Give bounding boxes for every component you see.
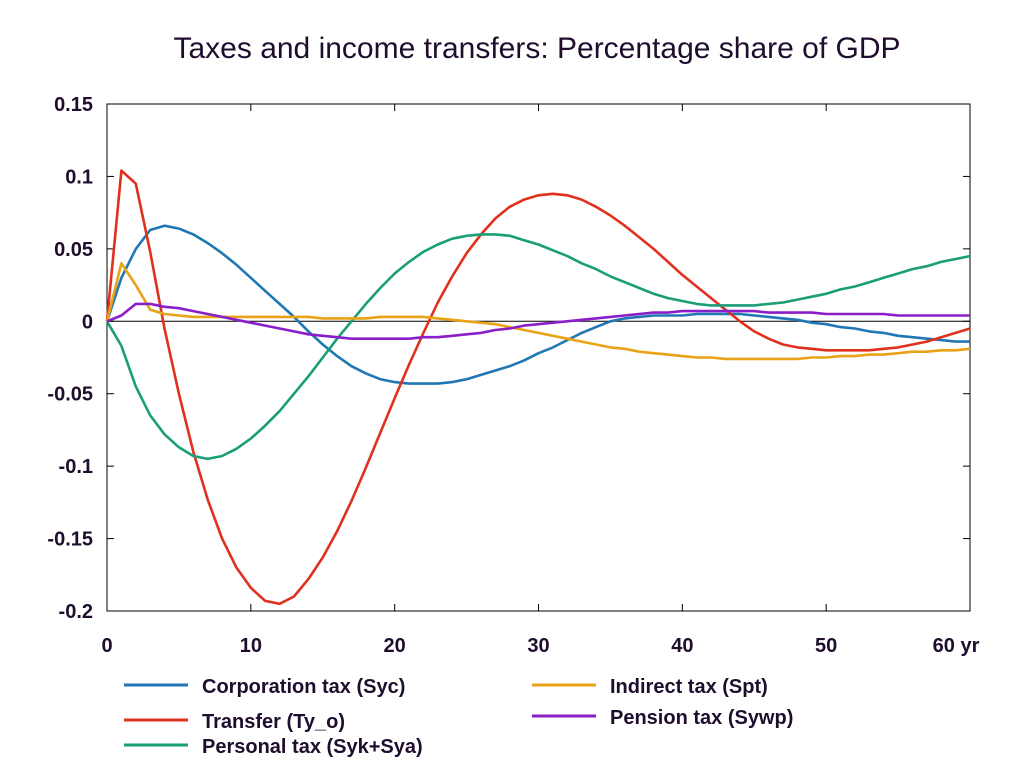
plot-frame [106,103,971,612]
legend-label: Transfer (Ty_o) [202,711,345,733]
y-tick-label: 0.15 [54,94,93,116]
legend-label: Personal tax (Syk+Sya) [202,736,423,758]
y-tick-label: -0.15 [47,529,93,551]
y-tick-label: 0.05 [54,239,93,261]
series-line-2 [105,233,971,461]
plot-area: 0.15 0.1 0.05 0 -0.05 -0.1 -0.15 -0.2 0 10 20 30 40 5… [47,94,979,657]
series-group [105,169,971,606]
y-tick-label: -0.1 [59,456,93,478]
x-tick-label: 20 [384,635,406,657]
series-line-3 [105,262,971,361]
series-line-0 [105,224,970,385]
x-tick-label: 40 [671,635,693,657]
y-tick-label: 0 [82,311,93,333]
y-tick-label: 0.1 [65,166,93,188]
x-tick-label: 30 [527,635,549,657]
chart-title: Taxes and income transfers: Percentage s… [173,32,900,65]
x-tick-label: 10 [240,635,262,657]
legend-label: Corporation tax (Syc) [202,676,405,698]
x-tick-label: 60 yr [933,635,980,657]
y-tick-label: -0.05 [47,384,93,406]
y-tick-label: -0.2 [59,601,93,623]
series-line-4 [106,302,970,340]
x-tick-label: 50 [815,635,837,657]
legend-label: Indirect tax (Spt) [610,676,768,698]
series-line-1 [105,169,971,606]
legend: Corporation tax (Syc) Transfer (Ty_o) Pers… [124,676,793,758]
x-tick-label: 0 [101,635,112,657]
legend-label: Pension tax (Sywp) [610,707,793,729]
